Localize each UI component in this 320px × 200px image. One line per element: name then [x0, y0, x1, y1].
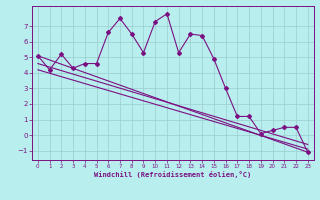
X-axis label: Windchill (Refroidissement éolien,°C): Windchill (Refroidissement éolien,°C)	[94, 171, 252, 178]
